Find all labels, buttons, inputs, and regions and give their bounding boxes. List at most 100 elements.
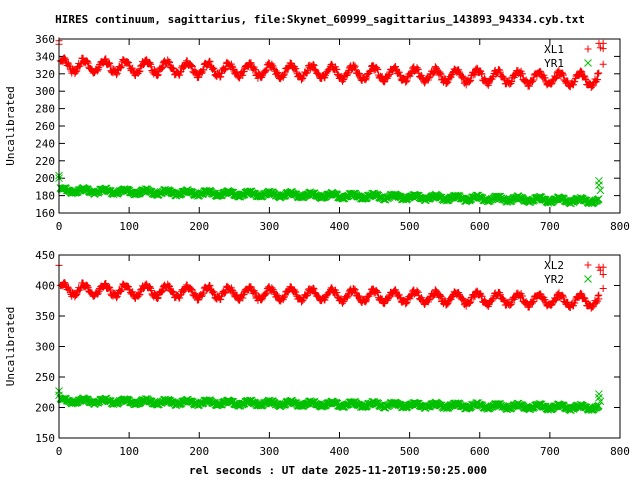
data-point-xl1 <box>280 71 288 79</box>
y-tick-label: 200 <box>35 172 55 185</box>
data-point-xl2 <box>333 288 341 296</box>
data-point-xl2 <box>200 289 208 297</box>
y-tick-label: 220 <box>35 155 55 168</box>
y-tick-label: 250 <box>35 371 55 384</box>
data-point-xl1 <box>165 58 173 66</box>
data-point-xl1 <box>373 65 381 73</box>
data-point-xl1 <box>188 63 196 71</box>
data-point-yr1 <box>595 181 603 190</box>
data-point-xl2 <box>594 292 602 300</box>
data-point-xl2 <box>72 291 80 299</box>
data-point-xl2 <box>113 294 121 302</box>
chart-panels: Uncalibrated 160 180 200 220 240 260 280 300 320 3… <box>4 33 630 458</box>
data-point-xl2 <box>176 291 184 299</box>
y-tick-label: 360 <box>35 33 55 46</box>
legend-label-yr2: YR2 <box>544 273 564 286</box>
data-point-xl1 <box>425 74 433 82</box>
data-point-xl2 <box>73 290 81 298</box>
data-point-xl1 <box>247 59 255 67</box>
data-point-xl1 <box>380 78 388 86</box>
x-tick-label: 800 <box>610 220 630 233</box>
data-point-xl1 <box>576 67 584 75</box>
data-point-xl1 <box>541 74 549 82</box>
data-point-xl2 <box>402 299 410 307</box>
data-point-xl2 <box>362 296 370 304</box>
data-point-xl1 <box>402 78 410 86</box>
x-tick-label: 100 <box>119 445 139 458</box>
data-point-yr1 <box>594 195 603 203</box>
data-point-xl2 <box>581 297 589 305</box>
data-point-xl2 <box>146 283 154 291</box>
data-point-xl1 <box>239 71 247 79</box>
series-yr1 <box>55 171 605 208</box>
data-point-xl1 <box>374 66 382 74</box>
data-point-xl2 <box>421 300 429 308</box>
data-point-yr1 <box>596 186 605 195</box>
data-point-xl2 <box>123 282 131 290</box>
data-point-xl1 <box>146 59 154 67</box>
data-point-xl1 <box>258 73 266 81</box>
data-point-xl1 <box>471 70 479 78</box>
data-point-xl1 <box>570 81 578 89</box>
data-point-xl2 <box>380 300 388 308</box>
data-point-xl2 <box>188 285 196 293</box>
data-point-xl2 <box>402 300 410 308</box>
data-point-xl1 <box>105 59 113 67</box>
data-point-xl1 <box>500 75 508 83</box>
data-point-xl2 <box>135 291 143 299</box>
data-point-xl1 <box>299 75 307 83</box>
y-tick-label: 260 <box>35 120 55 133</box>
data-point-xl2 <box>239 294 247 302</box>
data-point-xl1 <box>528 78 536 86</box>
data-point-xl1 <box>582 76 590 84</box>
y-tick-label: 300 <box>35 341 55 354</box>
data-point-xl1 <box>328 62 336 70</box>
y-tick-label: 200 <box>35 402 55 415</box>
data-point-xl2 <box>351 287 359 295</box>
data-point-xl1 <box>183 57 191 65</box>
data-point-xl1 <box>314 70 322 78</box>
x-tick-label: 0 <box>56 445 63 458</box>
legend-marker-xl2 <box>584 261 592 269</box>
data-point-xl1 <box>177 67 185 75</box>
data-point-xl2 <box>431 286 439 294</box>
data-point-xl2 <box>206 282 214 290</box>
data-point-xl1 <box>580 72 588 80</box>
data-point-xl2 <box>165 282 173 290</box>
series-xl2 <box>55 261 607 312</box>
data-point-xl2 <box>118 286 126 294</box>
data-point-xl2 <box>339 299 347 307</box>
data-point-xl1 <box>496 68 504 76</box>
data-point-xl1 <box>437 70 445 78</box>
data-point-xl2 <box>106 286 114 294</box>
data-point-xl2 <box>595 295 603 303</box>
data-point-xl1 <box>94 67 102 75</box>
data-point-xl1 <box>571 78 579 86</box>
data-point-xl1 <box>593 76 601 84</box>
data-point-xl1 <box>154 72 162 80</box>
data-point-xl2 <box>268 284 276 292</box>
data-point-xl2 <box>580 294 588 302</box>
data-point-xl1 <box>117 63 125 71</box>
data-point-xl2 <box>315 293 323 301</box>
data-point-xl1 <box>362 74 370 82</box>
data-point-xl1 <box>595 69 603 77</box>
data-point-xl2 <box>478 292 486 300</box>
data-point-xl1 <box>136 67 144 75</box>
data-point-xl1 <box>228 62 236 70</box>
data-point-xl1 <box>366 67 374 75</box>
data-point-xl2 <box>413 287 421 295</box>
data-point-xl2 <box>552 296 560 304</box>
x-tick-label: 200 <box>189 220 209 233</box>
legend-marker-yr1 <box>584 59 592 67</box>
data-point-xl1 <box>444 78 452 86</box>
data-point-xl1 <box>443 79 451 87</box>
data-point-xl1 <box>402 77 410 85</box>
plot-frame <box>58 254 621 439</box>
data-point-xl2 <box>314 292 322 300</box>
data-point-xl1 <box>154 71 162 79</box>
data-point-xl1 <box>61 54 69 62</box>
data-point-xl1 <box>465 78 473 86</box>
data-point-xl1 <box>113 71 121 79</box>
data-point-xl2 <box>140 285 148 293</box>
